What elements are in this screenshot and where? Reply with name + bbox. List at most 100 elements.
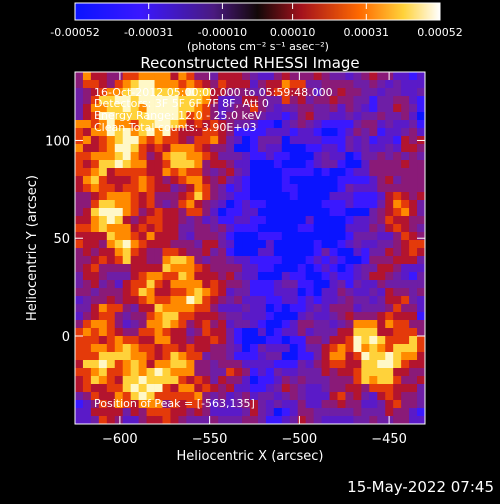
heatmap-pixel [289,272,299,281]
heatmap-pixel [210,336,219,345]
heatmap-pixel [162,288,171,297]
heatmap-pixel [234,312,243,321]
heatmap-pixel [257,360,267,369]
heatmap-pixel [289,280,299,289]
heatmap-pixel [242,168,251,177]
heatmap-pixel [194,208,203,217]
heatmap-pixel [401,200,410,209]
heatmap-pixel [401,136,410,145]
heatmap-pixel [210,192,219,201]
heatmap-pixel [75,168,84,177]
heatmap-pixel [337,176,346,185]
heatmap-pixel [90,184,100,193]
heatmap-pixel [202,336,211,345]
heatmap-pixel [273,176,283,185]
heatmap-pixel [218,368,227,377]
heatmap-pixel [122,416,132,424]
heatmap-pixel [385,184,394,193]
heatmap-pixel [98,168,108,177]
heatmap-pixel [122,280,132,289]
heatmap-pixel [321,96,330,105]
heatmap-pixel [138,368,147,377]
heatmap-pixel [242,88,251,97]
heatmap-pixel [385,304,394,313]
heatmap-pixel [234,248,243,257]
heatmap-pixel [218,112,227,121]
heatmap-pixel [409,112,418,121]
heatmap-pixel [385,208,394,217]
heatmap-pixel [138,80,147,89]
heatmap-pixel [250,80,259,89]
heatmap-pixel [122,224,132,233]
heatmap-pixel [122,144,132,153]
heatmap-pixel [345,320,354,329]
heatmap-pixel [265,344,275,353]
heatmap-pixel [417,320,425,329]
heatmap-pixel [106,280,116,289]
heatmap-pixel [273,280,283,289]
heatmap-pixel [170,376,179,385]
heatmap-pixel [297,216,307,225]
heatmap-pixel [234,384,243,393]
heatmap-pixel [186,136,195,145]
heatmap-pixel [345,264,354,273]
heatmap-pixel [265,392,275,401]
heatmap-pixel [194,88,203,97]
heatmap-pixel [377,88,386,97]
heatmap-pixel [210,248,219,257]
heatmap-pixel [178,192,187,201]
heatmap-pixel [305,304,315,313]
heatmap-pixel [122,352,132,361]
heatmap-pixel [178,176,187,185]
heatmap-pixel [98,176,108,185]
heatmap-pixel [250,352,259,361]
heatmap-pixel [106,112,116,121]
heatmap-pixel [265,72,275,81]
heatmap-pixel [289,144,299,153]
heatmap-pixel [385,128,394,137]
heatmap-pixel [337,360,346,369]
heatmap-pixel [106,392,116,401]
heatmap-pixel [170,80,179,89]
heatmap-pixel [409,400,418,409]
heatmap-pixel [194,200,203,209]
heatmap-pixel [385,320,394,329]
heatmap-pixel [98,416,108,424]
heatmap-pixel [305,312,315,321]
heatmap-pixel [170,88,179,97]
heatmap-pixel [154,408,163,417]
heatmap-pixel [377,272,386,281]
heatmap-pixel [122,192,132,201]
heatmap-pixel [138,168,147,177]
heatmap-pixel [345,216,354,225]
heatmap-pixel [106,160,116,169]
heatmap-pixel [75,400,84,409]
heatmap-pixel [82,128,92,137]
heatmap-pixel [130,112,140,121]
heatmap-pixel [210,408,219,417]
heatmap-pixel [226,336,235,345]
heatmap-pixel [178,288,187,297]
heatmap-pixel [138,104,147,113]
heatmap-pixel [186,192,195,201]
heatmap-pixel [353,344,362,353]
heatmap-pixel [114,312,124,321]
heatmap-pixel [202,224,211,233]
heatmap-pixel [114,392,124,401]
heatmap-pixel [353,416,362,424]
heatmap-pixel [82,320,92,329]
heatmap-pixel [297,288,307,297]
heatmap-pixel [289,104,299,113]
heatmap-pixel [305,80,315,89]
heatmap-pixel [130,328,140,337]
heatmap-pixel [361,232,370,241]
heatmap-pixel [273,360,283,369]
heatmap-pixel [82,80,92,89]
heatmap-pixel [265,168,275,177]
heatmap-pixel [130,296,140,305]
heatmap-pixel [401,96,410,105]
heatmap-pixel [154,160,163,169]
heatmap-pixel [146,376,155,385]
heatmap-pixel [393,256,402,265]
heatmap-pixel [250,144,259,153]
